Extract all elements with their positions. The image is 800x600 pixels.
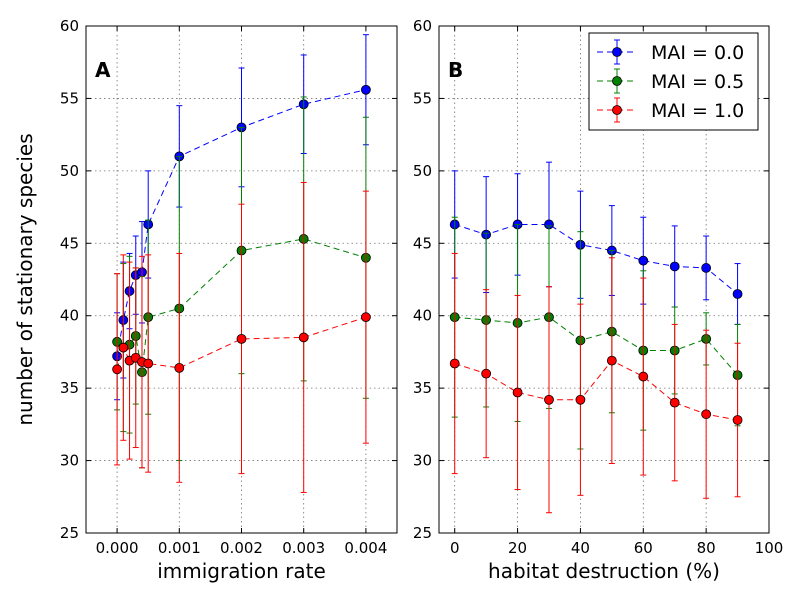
plot-frame	[85, 25, 398, 534]
y-axis-label: number of stationary species	[13, 133, 37, 425]
data-point	[732, 289, 743, 299]
y-tick-label: 35	[60, 379, 79, 397]
x-tick-label: 100	[755, 539, 784, 557]
y-tick-label: 30	[60, 452, 79, 470]
y-tick-label: 35	[413, 379, 432, 397]
data-point	[360, 312, 371, 323]
x-tick-label: 0.001	[158, 539, 201, 557]
x-tick-label: 20	[508, 539, 527, 557]
legend-label: MAI = 0.5	[651, 71, 744, 93]
data-point	[606, 355, 617, 366]
data-point	[360, 84, 371, 95]
y-tick-label: 55	[413, 89, 432, 107]
y-tick-label: 60	[413, 17, 432, 35]
data-point	[701, 263, 712, 273]
data-point	[298, 332, 309, 343]
series-line	[454, 316, 738, 376]
data-point	[481, 368, 492, 379]
y-tick-label: 45	[413, 234, 432, 252]
y-tick-label: 45	[60, 234, 79, 252]
data-point	[669, 397, 680, 408]
panel-label: A	[95, 58, 111, 82]
y-tick-label: 30	[413, 452, 432, 470]
x-axis-label: habitat destruction (%)	[488, 559, 720, 583]
legend-marker	[612, 47, 622, 57]
legend: MAI = 0.0 MAI = 0.5 MAI = 1.0	[588, 32, 759, 131]
legend-entry: MAI = 0.5	[597, 68, 744, 94]
x-tick-label: 0.000	[96, 539, 139, 557]
series-3	[449, 252, 743, 514]
series-3	[112, 181, 371, 493]
y-tick-label: 40	[60, 307, 79, 325]
x-tick-label: 60	[634, 539, 653, 557]
legend-entry: MAI = 0.0	[597, 39, 744, 65]
data-point	[638, 255, 649, 266]
legend-label: MAI = 0.0	[651, 42, 744, 64]
y-tick-label: 25	[60, 524, 79, 542]
x-tick-label: 0.004	[344, 539, 387, 557]
series-2	[449, 216, 743, 450]
series-line	[454, 359, 738, 421]
y-tick-label: 50	[413, 162, 432, 180]
data-point	[512, 387, 523, 398]
data-point	[638, 371, 649, 382]
x-tick-label: 0	[450, 539, 460, 557]
y-tick-label: 60	[60, 17, 79, 35]
series-1	[449, 161, 743, 325]
legend-label: MAI = 1.0	[651, 100, 744, 122]
series-line	[116, 89, 367, 357]
x-tick-label: 0.002	[220, 539, 263, 557]
y-tick-label: 55	[60, 89, 79, 107]
data-point	[449, 358, 460, 369]
data-point	[732, 415, 743, 425]
legend-marker	[612, 105, 622, 115]
data-point	[669, 261, 680, 272]
x-tick-label: 40	[571, 539, 590, 557]
legend-marker	[612, 76, 622, 86]
panel-label: B	[448, 58, 463, 82]
x-axis-label: immigration rate	[157, 559, 326, 583]
x-tick-label: 80	[697, 539, 716, 557]
data-point	[544, 394, 554, 405]
data-point	[575, 394, 586, 405]
panel-a: 0.000 0.001 0.002 0.003 0.004 25 30 35 40 45 50 55 6…	[13, 17, 398, 583]
x-tick-label: 0.003	[282, 539, 325, 557]
data-point	[174, 362, 185, 373]
legend-entry: MAI = 1.0	[597, 97, 744, 123]
data-point	[112, 364, 122, 375]
data-point	[118, 342, 129, 353]
y-tick-label: 50	[60, 162, 79, 180]
y-tick-label: 40	[413, 307, 432, 325]
data-point	[701, 409, 712, 420]
plot-frame	[438, 25, 770, 534]
y-tick-label: 25	[413, 524, 432, 542]
data-point	[236, 333, 247, 344]
series-line	[454, 223, 738, 295]
data-point	[143, 358, 154, 369]
